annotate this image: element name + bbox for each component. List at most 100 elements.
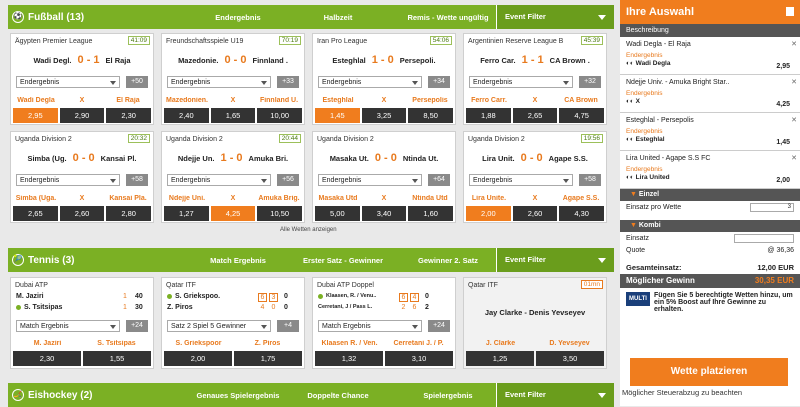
- market-select[interactable]: Endergebnis: [318, 174, 422, 186]
- tennis-title[interactable]: 🎾 Tennis (3): [12, 253, 75, 266]
- odd-button[interactable]: 2,60: [512, 206, 558, 221]
- more-markets-button[interactable]: +56: [277, 174, 299, 186]
- odd-button[interactable]: 2,40: [164, 108, 209, 123]
- odd-button[interactable]: 2,80: [106, 206, 152, 221]
- market-select[interactable]: Endergebnis: [16, 174, 120, 186]
- more-markets-button[interactable]: +34: [428, 76, 450, 88]
- match-card[interactable]: Freundschaftsspiele U19 70:19 Mazedonie.…: [161, 33, 305, 125]
- tennis-card[interactable]: Qatar ITF S. Griekspoo. Z. Piros 6 3 0 4…: [161, 277, 305, 369]
- col-doppelte-chance[interactable]: Doppelte Chance: [307, 390, 369, 400]
- odd-button[interactable]: 3,25: [361, 108, 407, 123]
- col-halbzeit[interactable]: Halbzeit: [323, 12, 353, 22]
- odd-button[interactable]: 1,45: [315, 108, 360, 123]
- odd-button[interactable]: 2,60: [59, 206, 105, 221]
- odd-button[interactable]: 1,55: [83, 351, 151, 366]
- place-bet-button[interactable]: Wette platzieren: [630, 358, 788, 386]
- away-team: Ntinda Ut.: [402, 153, 439, 163]
- odd-button[interactable]: 1,88: [466, 108, 511, 123]
- teams-row: Simba (Ug. 0 - 0 Kansai Pl.: [11, 152, 153, 164]
- chevron-down-icon: [110, 325, 116, 329]
- market-select[interactable]: Endergebnis: [318, 76, 422, 88]
- odd-button[interactable]: 2,00: [164, 351, 232, 366]
- odd-button[interactable]: 1,65: [210, 108, 256, 123]
- market-select[interactable]: Satz 2 Spiel 5 Gewinner: [167, 320, 271, 332]
- odd-button[interactable]: 3,40: [361, 206, 407, 221]
- close-icon[interactable]: ✕: [791, 79, 797, 86]
- match-card[interactable]: Iran Pro League 54:06 Esteghlal 1 - 0 Pers…: [312, 33, 456, 125]
- col-erster-satz[interactable]: Erster Satz - Gewinner: [302, 255, 384, 265]
- match-card[interactable]: Uganda Division 2 20:44 Ndejje Un. 1 - 0 A…: [161, 131, 305, 223]
- tennis-card[interactable]: Dubai ATP M. Jaziri S. Tsitsipas 1 40 1 …: [10, 277, 154, 369]
- market-select[interactable]: Match Ergebnis: [318, 320, 422, 332]
- col-spielergebnis[interactable]: Spielergebnis: [423, 390, 473, 400]
- odd-button[interactable]: 2,65: [13, 206, 58, 221]
- odd-button[interactable]: 2,30: [106, 108, 152, 123]
- market-select[interactable]: Endergebnis: [167, 76, 271, 88]
- event-filter[interactable]: Event Filter: [496, 383, 614, 407]
- event-filter[interactable]: Event Filter: [496, 5, 614, 29]
- more-markets-button[interactable]: +24: [428, 320, 450, 332]
- odd-button[interactable]: 8,50: [408, 108, 454, 123]
- market-select[interactable]: Endergebnis: [16, 76, 120, 88]
- odd-button[interactable]: 5,00: [315, 206, 360, 221]
- more-markets-button[interactable]: +64: [428, 174, 450, 186]
- odd-button[interactable]: 1,60: [408, 206, 454, 221]
- odd-button[interactable]: 2,00: [466, 206, 511, 221]
- more-markets-button[interactable]: +58: [579, 174, 601, 186]
- odd-button[interactable]: 2,90: [59, 108, 105, 123]
- market-select[interactable]: Endergebnis: [469, 174, 573, 186]
- match-card[interactable]: Argentinien Reserve League B 45:39 Ferro…: [463, 33, 607, 125]
- more-markets-button[interactable]: +24: [126, 320, 148, 332]
- show-all-bets-link[interactable]: Alle Wetten anzeigen: [280, 227, 337, 233]
- trash-icon[interactable]: [786, 7, 794, 16]
- kombi-stake-input[interactable]: [734, 234, 794, 243]
- hockey-title[interactable]: 🏒 Eishockey (2): [12, 388, 93, 401]
- set-score: 6: [258, 293, 267, 302]
- odd-button[interactable]: 3,50: [536, 351, 604, 366]
- odd-button[interactable]: 1,75: [234, 351, 302, 366]
- match-card[interactable]: Uganda Division 2 19:56 Lira Unit. 0 - 0 A…: [463, 131, 607, 223]
- set-score: 1: [123, 304, 127, 311]
- market-select[interactable]: Match Ergebnis: [16, 320, 120, 332]
- market-select[interactable]: Endergebnis: [469, 76, 573, 88]
- odd-button[interactable]: 10,50: [257, 206, 303, 221]
- odd-button[interactable]: 2,65: [512, 108, 558, 123]
- tennis-card[interactable]: Dubai ATP Doppel Klaasen, R. / Venu.. Ce…: [312, 277, 456, 369]
- odd-button[interactable]: 2,30: [13, 351, 81, 366]
- col-match-ergebnis[interactable]: Match Ergebnis: [210, 255, 266, 265]
- odd-button[interactable]: 3,10: [385, 351, 453, 366]
- match-card[interactable]: Ägypten Premier League 41:09 Wadi Degl. 0…: [10, 33, 154, 125]
- close-icon[interactable]: ✕: [791, 41, 797, 48]
- more-markets-button[interactable]: +58: [126, 174, 148, 186]
- col-remis[interactable]: Remis - Wette ungültig: [407, 12, 489, 22]
- col-gewinner-2-satz[interactable]: Gewinner 2. Satz: [417, 255, 479, 265]
- bet-odd: 4,25: [776, 101, 790, 108]
- col-endergebnis[interactable]: Endergebnis: [215, 12, 261, 22]
- einzel-header[interactable]: ▼ Einzel: [620, 189, 800, 201]
- odd-button[interactable]: 4,30: [559, 206, 605, 221]
- odd-button[interactable]: 1,27: [164, 206, 209, 221]
- odd-label: Esteghlal: [322, 97, 354, 104]
- odd-button[interactable]: 1,32: [315, 351, 383, 366]
- col-genaues[interactable]: Genaues Spielergebnis: [196, 390, 280, 400]
- close-icon[interactable]: ✕: [791, 117, 797, 124]
- odd-label: Agape S.S.: [562, 195, 600, 202]
- tennis-card[interactable]: Qatar ITF 01mn Jay Clarke - Denis Yevsey…: [463, 277, 607, 369]
- event-filter[interactable]: Event Filter: [496, 248, 614, 272]
- more-markets-button[interactable]: +32: [579, 76, 601, 88]
- match-card[interactable]: Uganda Division 2 Masaka Ut. 0 - 0 Ntinda …: [312, 131, 456, 223]
- odd-button[interactable]: 2,95: [13, 108, 58, 123]
- market-select[interactable]: Endergebnis: [167, 174, 271, 186]
- stake-input[interactable]: 3: [750, 203, 794, 212]
- kombi-header[interactable]: ▼ Kombi: [620, 220, 800, 232]
- odd-button[interactable]: 10,00: [257, 108, 303, 123]
- odd-button[interactable]: 4,25: [210, 206, 256, 221]
- odd-button[interactable]: 1,25: [466, 351, 534, 366]
- more-markets-button[interactable]: +33: [277, 76, 299, 88]
- more-markets-button[interactable]: +50: [126, 76, 148, 88]
- close-icon[interactable]: ✕: [791, 155, 797, 162]
- odd-button[interactable]: 4,75: [559, 108, 605, 123]
- football-title[interactable]: ⚽ Fußball (13): [12, 10, 85, 23]
- more-markets-button[interactable]: +4: [277, 320, 299, 332]
- match-card[interactable]: Uganda Division 2 20:32 Simba (Ug. 0 - 0 K…: [10, 131, 154, 223]
